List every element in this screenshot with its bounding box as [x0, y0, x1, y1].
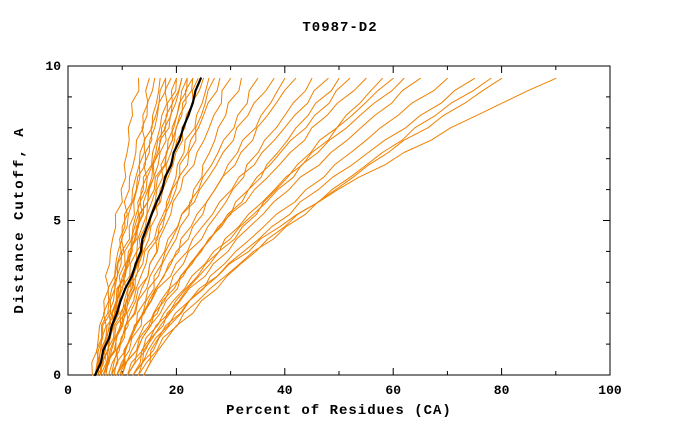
model-line: [132, 77, 394, 376]
model-line: [105, 77, 204, 376]
x-tick-label: 20: [169, 383, 185, 398]
model-line: [143, 77, 492, 376]
model-line: [108, 77, 210, 376]
model-line: [94, 77, 183, 376]
chart-title: T0987-D2: [302, 20, 378, 36]
x-tick-label: 100: [598, 383, 622, 398]
model-line: [91, 77, 140, 376]
model-line: [121, 77, 340, 376]
model-line: [116, 77, 286, 376]
model-line: [132, 77, 421, 376]
model-line: [119, 77, 297, 376]
model-line: [138, 77, 448, 376]
model-line: [121, 77, 367, 376]
model-line: [138, 77, 503, 376]
x-tick-label: 0: [64, 383, 72, 398]
y-tick-label: 10: [45, 59, 61, 74]
x-tick-label: 40: [277, 383, 293, 398]
model-line: [143, 77, 557, 376]
model-line: [97, 77, 172, 376]
model-line: [127, 77, 351, 376]
model-line: [94, 77, 150, 376]
model-line: [110, 77, 275, 376]
x-axis-label: Percent of Residues (CA): [226, 403, 452, 419]
x-tick-label: 60: [385, 383, 401, 398]
model-line: [127, 77, 405, 376]
model-line: [102, 77, 199, 376]
model-line: [105, 77, 221, 376]
model-line: [94, 77, 167, 376]
model-line: [121, 77, 313, 376]
model-line: [94, 77, 156, 376]
y-tick-label: 5: [53, 214, 61, 229]
model-line: [116, 77, 329, 376]
model-line: [132, 77, 475, 376]
highlight-line: [93, 77, 202, 377]
x-tick-label: 80: [494, 383, 510, 398]
model-line: [102, 77, 188, 376]
y-tick-label: 0: [53, 368, 61, 383]
